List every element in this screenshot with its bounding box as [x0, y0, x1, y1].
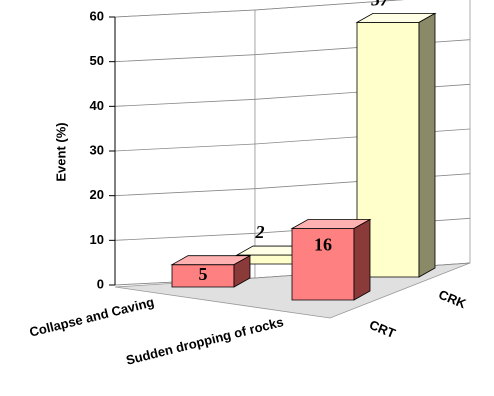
value-label: 16	[314, 235, 332, 255]
bar-side	[418, 12, 436, 278]
bar	[290, 218, 372, 301]
y-tick-label: 40	[90, 98, 104, 113]
grid-line	[114, 0, 405, 18]
value-label: 5	[199, 264, 208, 284]
value-label: 57	[371, 0, 390, 10]
y-tick-label: 60	[90, 8, 104, 23]
y-axis-label: Event (%)	[53, 122, 68, 181]
y-tick-label: 50	[90, 53, 104, 68]
x-tick-label: Collapse and Caving	[28, 294, 156, 340]
y-tick-label: 10	[90, 232, 104, 247]
y-tick-label: 20	[90, 187, 104, 202]
series-label: CRK	[437, 287, 469, 312]
bar-side	[353, 218, 371, 301]
y-tick-label: 0	[97, 276, 104, 291]
value-label: 2	[255, 222, 265, 242]
bar	[355, 12, 437, 278]
bar-side	[233, 254, 251, 288]
series-label: CRT	[367, 317, 397, 341]
y-tick-label: 30	[90, 142, 104, 157]
x-tick-label: Sudden dropping of rocks	[124, 314, 285, 368]
bar	[170, 254, 252, 288]
